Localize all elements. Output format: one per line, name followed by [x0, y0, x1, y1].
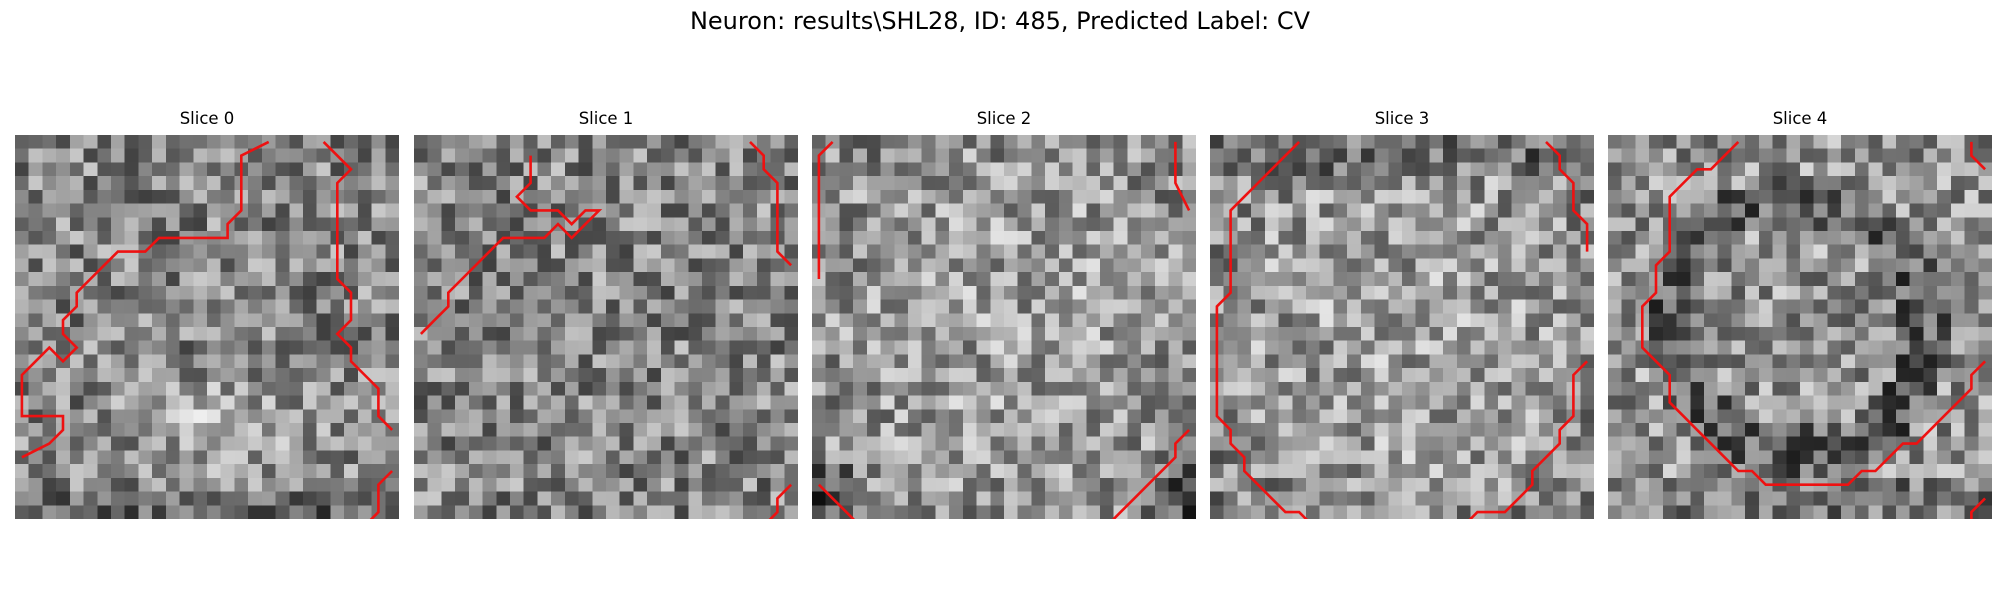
contour-line — [768, 483, 793, 519]
contour-overlay — [1215, 140, 1589, 519]
contour-line — [817, 483, 855, 519]
slice-panel-1: Slice 1 — [414, 108, 798, 519]
contour-overlay — [1640, 140, 1987, 519]
contour-overlay — [817, 140, 1191, 519]
contour-line — [749, 140, 793, 267]
contour-line — [1545, 140, 1589, 252]
slice-title: Slice 3 — [1374, 109, 1430, 128]
slice-title: Slice 2 — [976, 109, 1032, 128]
slice-panel-0: Slice 0 — [15, 108, 399, 519]
contour-line — [419, 155, 603, 335]
contour-line — [1970, 141, 1987, 171]
contour-line — [369, 470, 394, 519]
slice-image — [1210, 135, 1594, 519]
contour-line — [20, 140, 270, 459]
slice-title: Slice 1 — [578, 109, 634, 128]
slice-title: Slice 0 — [179, 109, 235, 128]
grayscale-slice-image — [1608, 135, 1992, 519]
contour-line — [1640, 140, 1987, 487]
contour-line — [1111, 428, 1191, 519]
grayscale-slice-image — [15, 135, 399, 519]
figure-title: Neuron: results\SHL28, ID: 485, Predicte… — [689, 7, 1311, 35]
slice-image — [15, 135, 399, 519]
slice-image — [812, 135, 1196, 519]
slice-panel-3: Slice 3 — [1210, 108, 1594, 519]
contour-overlay — [20, 140, 394, 519]
contour-line — [1174, 141, 1191, 211]
slice-panel-4: Slice 4 — [1608, 108, 1992, 519]
grayscale-slice-image — [1210, 135, 1594, 519]
contour-line — [817, 140, 834, 279]
slice-image — [414, 135, 798, 519]
slice-image — [1608, 135, 1992, 519]
contour-line — [322, 140, 394, 431]
grayscale-slice-image — [812, 135, 1196, 519]
grayscale-slice-image — [414, 135, 798, 519]
slice-title: Slice 4 — [1772, 109, 1828, 128]
contour-line — [1468, 360, 1589, 519]
contour-overlay — [419, 140, 793, 519]
slice-panel-2: Slice 2 — [812, 108, 1196, 519]
contour-line — [1970, 497, 1987, 519]
contour-line — [1215, 140, 1308, 519]
